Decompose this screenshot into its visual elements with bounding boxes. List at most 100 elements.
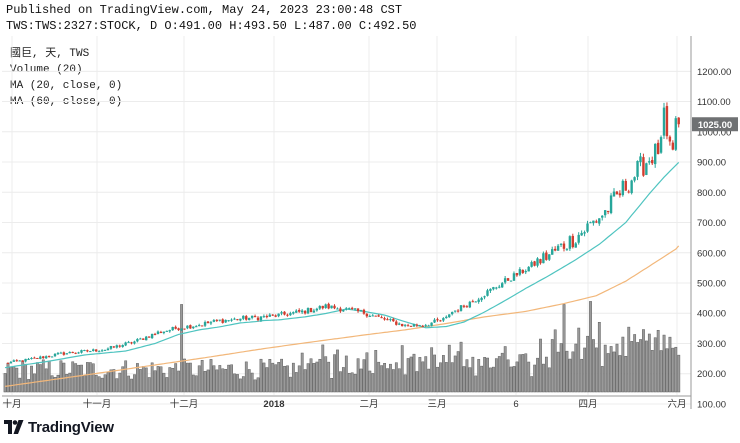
candle-body [286, 314, 289, 316]
candle-body [503, 278, 507, 283]
volume-bar [639, 339, 642, 393]
candle-body [577, 234, 580, 243]
candle-body [674, 118, 677, 150]
candle-body [209, 322, 213, 324]
volume-bar [527, 361, 531, 393]
candle-body [400, 323, 404, 327]
candle-body [315, 308, 319, 311]
candle-body [348, 308, 351, 310]
candle-body [356, 308, 360, 312]
volume-bar [427, 368, 431, 393]
volume-bar [162, 372, 166, 393]
volume-bar [594, 347, 598, 393]
volume-bar [489, 367, 492, 393]
x-tick-label: 四月 [578, 399, 597, 410]
candle-body [527, 266, 530, 272]
candle-body [256, 317, 260, 321]
y-tick-label: 600.00 [697, 248, 726, 259]
volume-bar [462, 366, 466, 393]
volume-bar [256, 377, 260, 393]
volume-bar [188, 362, 192, 393]
candle-body [277, 313, 280, 317]
tradingview-logo[interactable]: TradingView [4, 417, 114, 437]
candle-body [265, 316, 269, 318]
legend-ma20[interactable]: MA (20, close, 0) [10, 80, 123, 92]
candle-body [127, 341, 130, 343]
candle-body [218, 319, 221, 321]
volume-bar [30, 365, 33, 393]
volume-bar [259, 358, 263, 393]
volume-bar [650, 350, 654, 393]
volume-bar [621, 336, 625, 393]
candle-body [289, 313, 292, 316]
volume-bar [586, 335, 589, 393]
volume-bar [503, 346, 507, 393]
ohlc-line: TWS:TWS:2327:STOCK, D O:491.00 H:493.50 … [6, 19, 417, 33]
volume-bar [9, 367, 13, 393]
candle-body [71, 351, 74, 354]
volume-bar [403, 374, 407, 393]
x-tick-label: 2018 [263, 399, 284, 410]
volume-bar [506, 359, 510, 393]
volume-bar [83, 375, 86, 393]
candle-body [633, 177, 636, 181]
candle-body [403, 324, 407, 326]
candle-body [495, 287, 498, 289]
candle-body [262, 316, 266, 318]
volume-bar [477, 359, 481, 393]
last-price-tag: 1025.00 [692, 117, 738, 132]
candle-body [280, 312, 283, 314]
volume-bar [121, 366, 125, 393]
volume-bar [483, 357, 486, 393]
volume-bar [274, 364, 278, 393]
volume-bar [86, 362, 89, 393]
volume-bar [612, 351, 616, 393]
candle-body [395, 321, 398, 325]
candle-body [247, 317, 251, 321]
candle-body [50, 356, 54, 358]
candle-body [468, 301, 472, 308]
candle-body [409, 325, 413, 327]
candle-body [197, 325, 201, 327]
candle-body [36, 357, 39, 359]
candle-body [377, 315, 380, 317]
candle-body [453, 310, 457, 312]
last-price-value: 1025.00 [698, 120, 732, 131]
y-tick-label: 400.00 [697, 309, 726, 320]
volume-bar [247, 369, 251, 393]
volume-bar [606, 353, 610, 393]
candle-body [215, 319, 219, 321]
legend-volume[interactable]: Volume (20) [10, 64, 83, 76]
volume-bar [203, 371, 207, 393]
candle-body [62, 352, 66, 355]
y-tick-label: 700.00 [697, 218, 726, 229]
candle-body [139, 338, 142, 340]
candle-body [609, 195, 613, 214]
volume-bar [539, 338, 542, 393]
candle-body [598, 218, 601, 224]
candle-body [200, 325, 204, 327]
candle-body [418, 325, 422, 327]
candle-body [53, 353, 57, 357]
y-tick-label: 100.00 [697, 399, 726, 410]
candle-body [236, 319, 239, 321]
volume-bar [183, 358, 186, 393]
candle-body [427, 325, 430, 327]
volume-bar [450, 362, 454, 393]
candle-body [583, 232, 586, 234]
volume-bar [56, 374, 60, 393]
candle-body [150, 333, 154, 339]
volume-bar [603, 344, 607, 393]
volume-bar [50, 375, 54, 393]
candle-body [39, 356, 42, 359]
candle-body [398, 323, 401, 325]
grid [2, 36, 691, 405]
volume-bar [480, 365, 484, 393]
volume-bar [218, 365, 222, 393]
candle-body [268, 314, 271, 317]
volume-bar [344, 355, 348, 393]
candle-body [430, 322, 433, 326]
volume-bar [265, 367, 269, 393]
volume-bar [165, 377, 169, 393]
